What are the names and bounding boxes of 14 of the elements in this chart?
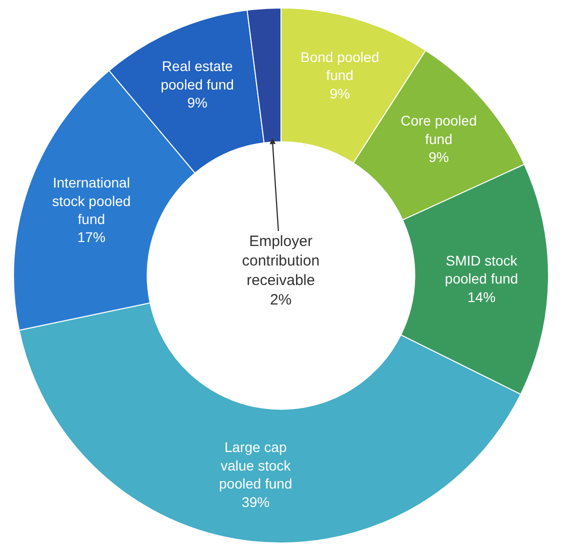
slice-label: Employer contribution receivable — [242, 233, 320, 289]
data-label: 9% — [187, 94, 208, 111]
slice-label: International stock pooled fund — [52, 174, 131, 227]
data-label: 9% — [428, 149, 449, 166]
slice-label: Bond pooled fund — [300, 49, 380, 84]
slice-label: Real estate pooled fund — [160, 58, 234, 92]
data-label: 2% — [270, 292, 292, 308]
data-label: 14% — [467, 288, 496, 305]
slice-label: SMID stock pooled fund — [444, 252, 518, 287]
slice-label: Large cap value stock pooled fund — [219, 439, 292, 492]
data-label: 17% — [77, 229, 106, 246]
data-label: 39% — [242, 494, 270, 510]
data-label: 9% — [330, 85, 350, 102]
slice-label: Core pooled fund — [400, 112, 477, 147]
